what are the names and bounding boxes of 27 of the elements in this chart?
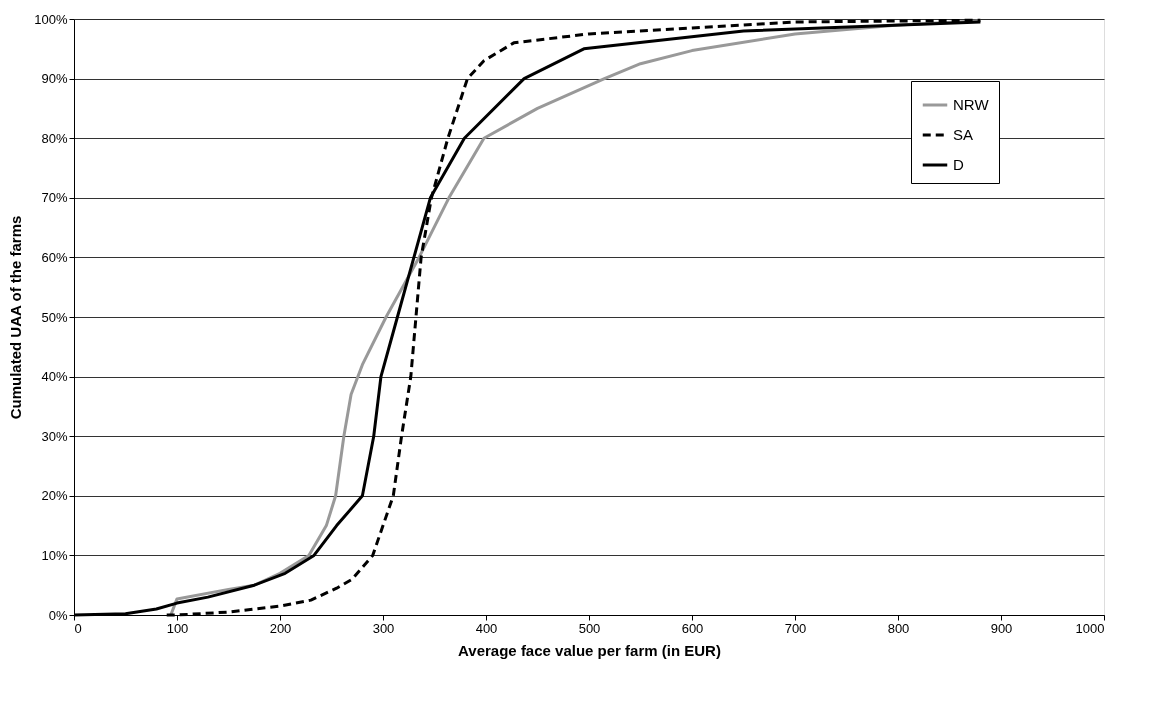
y-tick-label: 100% (34, 11, 68, 27)
x-tick-label: 800 (887, 620, 910, 636)
y-tick-label: 20% (41, 488, 68, 504)
y-tick-label: 70% (41, 190, 68, 206)
x-tick-label: 200 (269, 620, 292, 636)
y-tick-label: 50% (41, 309, 68, 325)
y-tick-label: 10% (41, 547, 68, 563)
y-tick-label: 30% (41, 428, 68, 444)
x-tick-label: 0 (74, 620, 82, 636)
x-tick-label: 1000 (1075, 620, 1105, 636)
x-tick-label: 600 (681, 620, 704, 636)
y-tick-label: 90% (41, 71, 68, 87)
y-axis-title: Cumulated UAA of the farms (7, 215, 25, 420)
x-tick-label: 500 (578, 620, 601, 636)
x-axis-title: Average face value per farm (in EUR) (458, 641, 721, 659)
y-tick-label: 0% (48, 607, 68, 623)
legend-label: D (953, 156, 964, 173)
x-tick-label: 300 (372, 620, 395, 636)
x-tick-label: 900 (990, 620, 1013, 636)
x-tick-label: 700 (784, 620, 807, 636)
y-tick-label: 80% (41, 130, 68, 146)
x-tick-label: 100 (166, 620, 189, 636)
legend-label: SA (953, 126, 974, 143)
y-tick-label: 60% (41, 249, 68, 265)
legend-label: NRW (953, 96, 990, 113)
y-tick-label: 40% (41, 369, 68, 385)
x-tick-label: 400 (475, 620, 498, 636)
